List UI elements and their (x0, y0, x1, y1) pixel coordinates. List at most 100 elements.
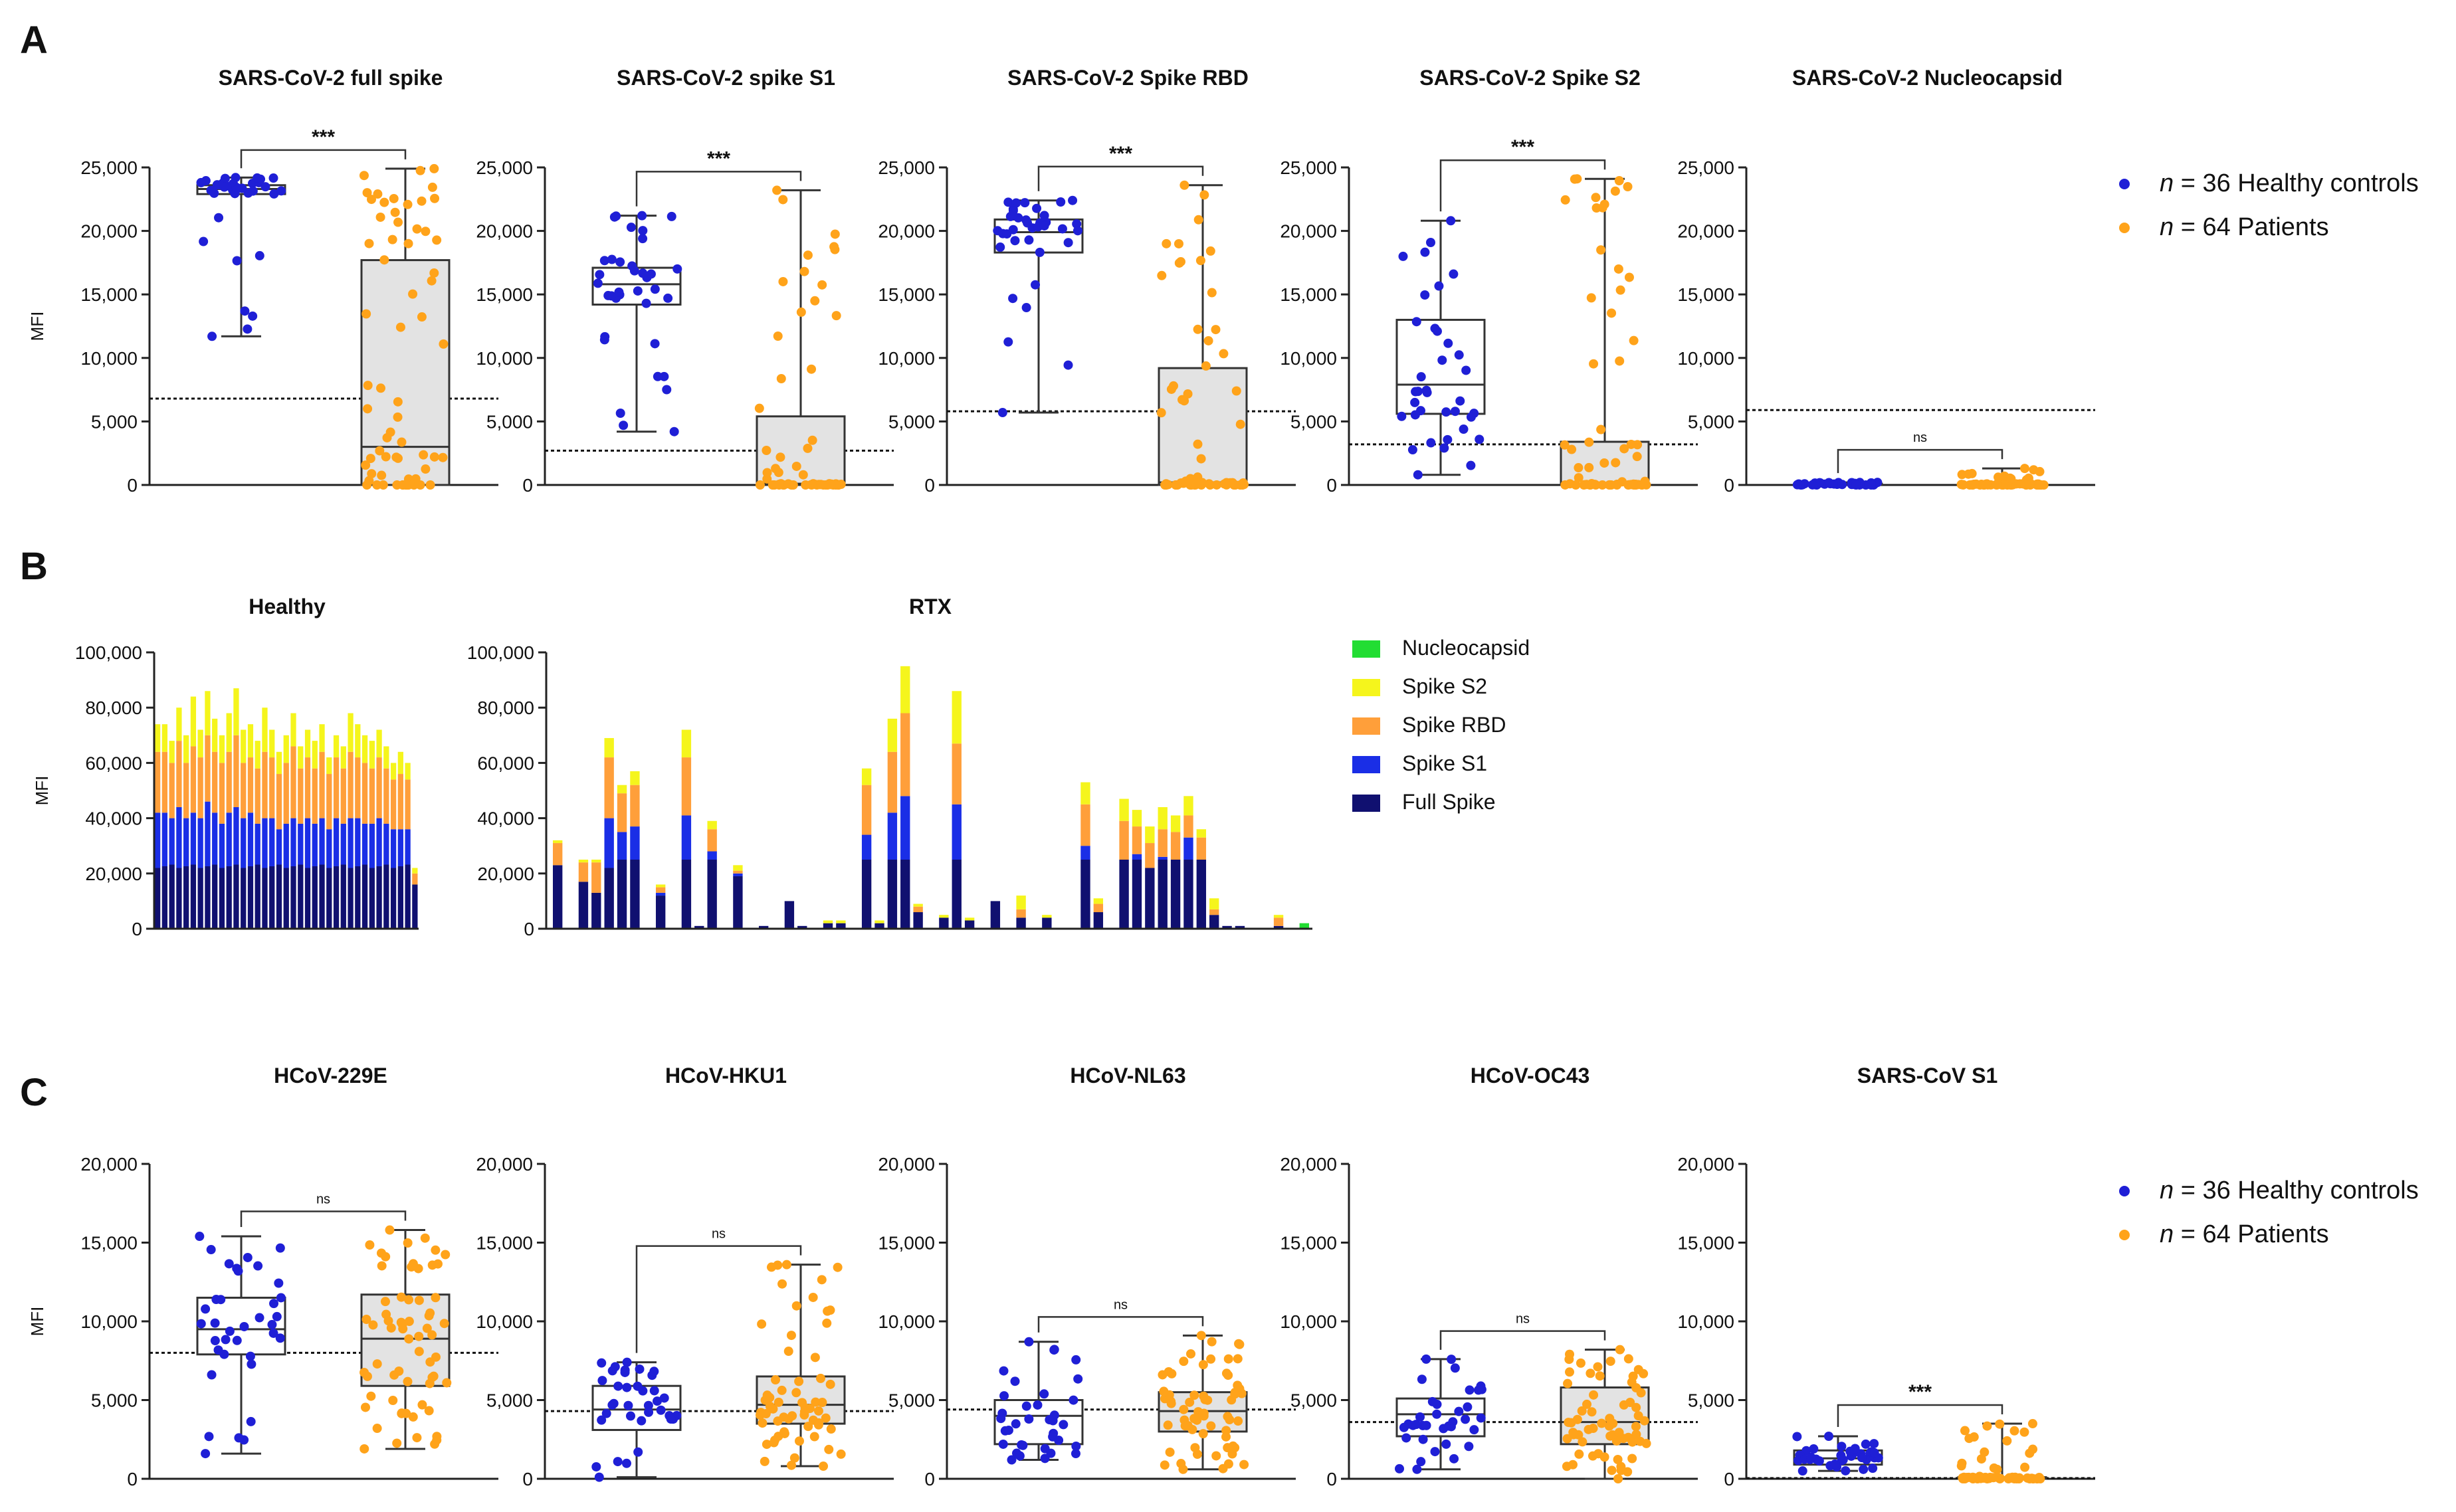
y-tick-label: 10,000 (476, 348, 533, 369)
bar-segment-full-spike (241, 868, 247, 929)
chart-title: SARS-CoV-2 Spike S2 (1419, 66, 1641, 90)
data-point (597, 1358, 607, 1368)
data-point (1420, 247, 1430, 257)
data-point (1162, 238, 1172, 248)
data-point (995, 242, 1005, 252)
bar-segment-spike-s1 (312, 823, 318, 866)
bar-segment-full-spike (913, 912, 923, 929)
data-point (1560, 195, 1570, 205)
box-chart-c-4: HCoV-OC43 0 5,000 10,000 15,000 20,000 ns (1280, 1064, 1698, 1489)
data-point (361, 1315, 371, 1325)
data-point (610, 1362, 620, 1372)
data-point (1616, 1462, 1626, 1471)
y-tick-label: 15,000 (80, 1233, 138, 1254)
data-point (815, 1373, 825, 1383)
data-point (1837, 1442, 1847, 1452)
data-point (796, 307, 806, 317)
data-point (813, 1406, 823, 1416)
data-point (381, 1309, 391, 1319)
y-tick-label: 10,000 (80, 1311, 138, 1332)
bar-segment-spike-s2 (255, 741, 260, 769)
data-point (817, 1398, 827, 1408)
data-point (1167, 1369, 1177, 1378)
data-point (786, 1331, 796, 1341)
data-point (620, 1367, 630, 1377)
data-point (625, 1411, 635, 1421)
data-point (1219, 479, 1229, 489)
data-point (430, 193, 440, 203)
bar-segment-spike-rbd (1196, 837, 1207, 860)
data-point (1024, 235, 1034, 245)
bar-segment-spike-s1 (1183, 837, 1193, 860)
significance-label: ns (316, 1192, 330, 1207)
data-point (1641, 1438, 1651, 1448)
y-tick-label: 25,000 (80, 157, 138, 178)
data-point (607, 254, 617, 264)
bar-segment-spike-s2 (197, 729, 203, 758)
data-point (1989, 1463, 1999, 1473)
data-point (1466, 412, 1476, 422)
data-point (1032, 203, 1042, 213)
bar-segment-spike-rbd (262, 751, 268, 818)
data-point (1636, 1388, 1646, 1398)
data-point (1613, 1455, 1623, 1465)
data-point (621, 1458, 631, 1468)
bar-segment-full-spike (298, 864, 304, 929)
bar-segment-spike-rbd (326, 774, 332, 830)
data-point (1615, 1345, 1625, 1355)
data-point (1610, 186, 1620, 196)
bar-segment-full-spike (376, 866, 382, 929)
y-axis-label: MFI (32, 776, 52, 806)
bar-segment-spike-s2 (304, 729, 311, 758)
data-point (1221, 1369, 1231, 1378)
data-point (1589, 359, 1599, 369)
data-point (382, 432, 392, 442)
bar-segment-spike-rbd (1119, 820, 1129, 860)
data-point (1069, 1395, 1078, 1405)
bar-segment-full-spike (355, 866, 361, 929)
bar-segment-full-spike (290, 866, 296, 929)
data-point (1841, 1465, 1851, 1475)
data-point (362, 1371, 372, 1381)
data-point (1960, 1474, 1970, 1483)
data-point (366, 1391, 376, 1401)
legend-label: Nucleocapsid (1402, 636, 1530, 660)
data-point (626, 223, 636, 233)
data-point (422, 1323, 432, 1333)
data-point (760, 1456, 769, 1466)
data-point (2035, 466, 2045, 476)
data-point (1395, 1464, 1405, 1473)
data-point (1459, 425, 1469, 434)
bar-segment-spike-rbd (913, 906, 923, 913)
legend-swatch (1352, 717, 1380, 735)
data-point (390, 207, 400, 217)
data-point (201, 1449, 211, 1459)
data-point (276, 1293, 286, 1303)
bar-segment-full-spike (887, 860, 898, 929)
data-point (599, 256, 609, 266)
data-point (196, 1319, 206, 1329)
data-point (1183, 389, 1193, 399)
bar-segment-full-spike (397, 866, 403, 929)
bar-segment-full-spike (1132, 860, 1142, 929)
data-point (807, 480, 817, 490)
data-point (362, 188, 372, 198)
bar-segment-spike-rbd (1080, 804, 1090, 846)
bar-segment-spike-s2 (269, 729, 275, 758)
data-point (1015, 1451, 1025, 1461)
data-point (1605, 1414, 1615, 1424)
data-point (1013, 213, 1023, 223)
y-tick-label: 10,000 (1677, 348, 1734, 369)
bar-segment-full-spike (655, 896, 666, 929)
data-point (216, 1295, 226, 1305)
data-point (1413, 470, 1423, 480)
bar-segment-full-spike (161, 866, 168, 929)
data-point (821, 1413, 831, 1423)
data-point (425, 1357, 435, 1367)
data-point (822, 1318, 832, 1328)
data-point (359, 1444, 369, 1454)
data-point (1223, 1354, 1233, 1364)
data-point (1447, 1355, 1457, 1365)
data-point (1851, 480, 1861, 490)
bar-segment-spike-s2 (390, 763, 397, 780)
